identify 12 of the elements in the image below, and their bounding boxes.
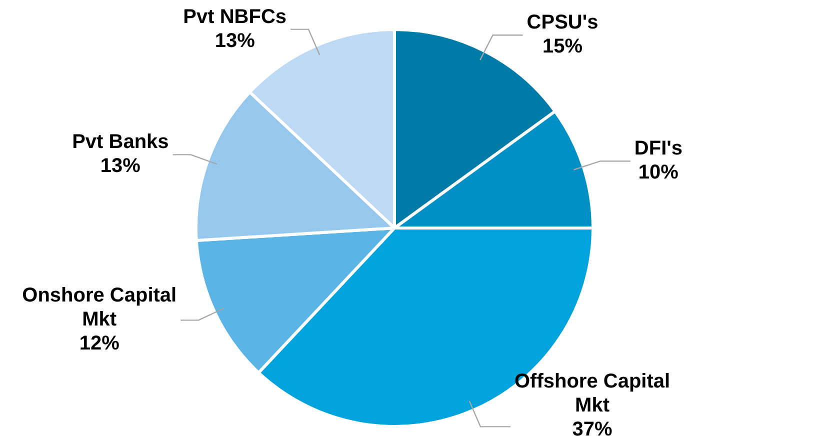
slice-label: Onshore Capital Mkt [22, 284, 177, 331]
slice-label: Offshore Capital Mkt [514, 370, 670, 417]
data-label: 12% [79, 332, 120, 355]
slice-label: DFI's [634, 138, 683, 160]
slice-label: CPSU's [526, 12, 598, 34]
data-label: 13% [214, 30, 256, 52]
slice-label: Pvt Banks [72, 131, 169, 154]
slice-label: Pvt NBFCs [183, 6, 287, 28]
data-label: 13% [100, 155, 141, 178]
data-label: 37% [572, 418, 612, 441]
data-label: 15% [542, 36, 583, 58]
data-label: 10% [638, 162, 679, 184]
